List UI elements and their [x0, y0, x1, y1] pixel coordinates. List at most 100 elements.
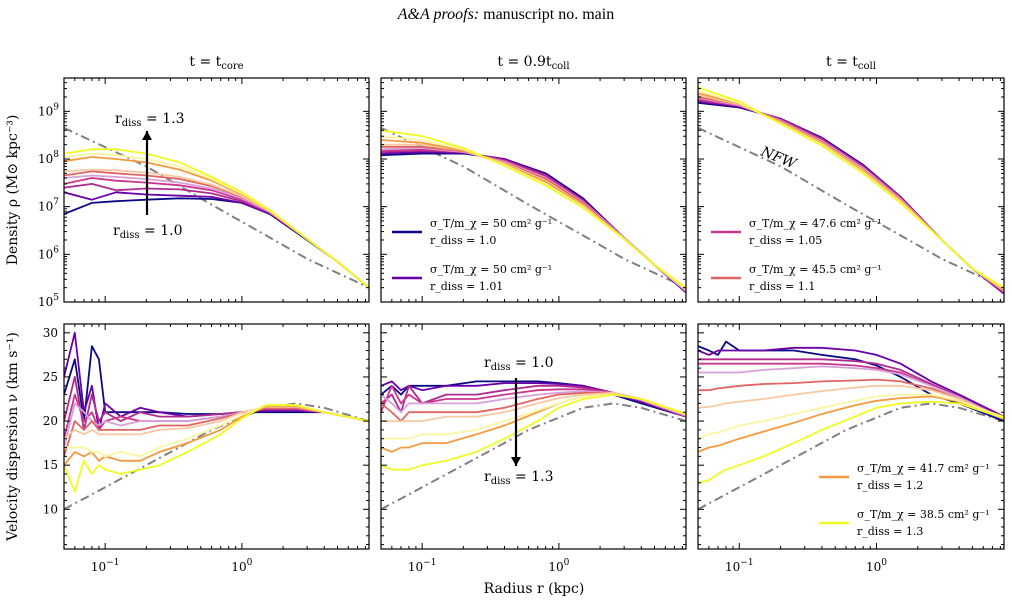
- x-tick-label: 100: [231, 558, 252, 574]
- panel-frame: [63, 323, 370, 550]
- y-tick-label: 10: [43, 502, 58, 516]
- x-tick-label: 10−1: [91, 558, 120, 574]
- series-lines: [64, 331, 369, 511]
- x-ticks: [380, 78, 683, 302]
- series-line-0: [64, 345, 369, 423]
- series-lines: [381, 380, 686, 511]
- x-tick-label: 100: [548, 558, 569, 574]
- annotation-rdiss-bottom: rdiss = 1.0: [113, 223, 182, 241]
- panel-dispersion_09t_coll: 10−1 100: [380, 323, 687, 574]
- series-lines: [698, 340, 1004, 511]
- series-line-9: [64, 148, 369, 289]
- panel-frame: [697, 77, 1005, 303]
- y-axis-label: Density ρ (M⊙ kpc⁻³): [5, 115, 21, 266]
- series-line-5: [698, 378, 1004, 421]
- x-tick-label: 10−1: [408, 558, 437, 574]
- y-ticks: [381, 77, 686, 303]
- series-line-8: [698, 393, 1004, 440]
- legend-mid-top: σ_T/m_χ = 50 cm² g⁻¹ r_diss = 1.0 σ_T/m_χ …: [392, 217, 552, 293]
- series-line-6: [381, 391, 686, 423]
- panel-dispersion_t_coll: 10−1 100: [697, 323, 1005, 574]
- legend-right-top: σ_T/m_χ = 47.6 cm² g⁻¹ r_diss = 1.05 σ_T/m…: [711, 217, 882, 293]
- series-line-5: [381, 391, 686, 423]
- x-ticks: 10−1 100: [63, 324, 366, 574]
- legend-sigma: σ_T/m_χ = 50 cm² g⁻¹: [430, 217, 552, 230]
- nfw-line: [698, 402, 1004, 511]
- nfw-line: [698, 126, 1004, 289]
- column-title: t = tcoll: [826, 54, 876, 72]
- x-ticks: 10−1 100: [380, 324, 683, 574]
- y-axis-label: Velocity dispersion ν (km s⁻¹): [5, 332, 21, 542]
- panel-frame: [380, 323, 687, 550]
- series-line-7: [698, 395, 1004, 453]
- arrow-up-head: [142, 131, 152, 140]
- page-header: A&A proofs: manuscript no. main: [0, 6, 1012, 24]
- legend-rdiss: r_diss = 1.1: [749, 280, 815, 293]
- series-lines: [64, 126, 369, 289]
- series-line-9: [381, 393, 686, 471]
- legend-rdiss: r_diss = 1.3: [857, 525, 923, 538]
- nfw-line: [381, 126, 686, 289]
- x-axis-label: Radius r (kpc): [484, 581, 585, 597]
- series-line-0: [698, 340, 1004, 422]
- legend-sigma: σ_T/m_χ = 45.5 cm² g⁻¹: [749, 263, 882, 276]
- x-tick-label: 100: [866, 558, 887, 574]
- y-tick-label: 108: [38, 150, 59, 166]
- series-line-9: [381, 129, 686, 289]
- series-lines: [381, 126, 686, 293]
- series-line-4: [64, 402, 369, 448]
- y-ticks: 105 106 107 108 109: [38, 77, 369, 309]
- annotation-rdiss-top2: rdiss = 1.0: [484, 355, 553, 373]
- series-line-9: [698, 400, 1004, 484]
- series-line-4: [698, 365, 1004, 421]
- y-tick-label: 107: [38, 198, 59, 214]
- panel-dispersion_t_core: 10−1 100 10 15 20 25 30: [43, 323, 370, 574]
- y-tick-label: 25: [43, 370, 58, 384]
- legend-rdiss: r_diss = 1.05: [749, 234, 822, 247]
- overlay: t = tcore t = 0.9tcoll t = tcoll Radius r (…: [5, 54, 990, 597]
- y-tick-label: 30: [43, 326, 58, 340]
- panels: 105 106 107 108 109 10−1 100 10 15 20 25 30 10−1 100 1…: [38, 77, 1005, 574]
- journal-name: A&A proofs:: [397, 6, 480, 23]
- legend-rdiss: r_diss = 1.2: [857, 479, 923, 492]
- y-tick-label: 15: [43, 458, 58, 472]
- arrow-down-head: [511, 457, 521, 466]
- series-line-6: [64, 168, 369, 289]
- y-ticks: [381, 323, 686, 546]
- panel-density_t_coll: [697, 77, 1005, 303]
- x-ticks: [697, 78, 1001, 302]
- legend-sigma: σ_T/m_χ = 41.7 cm² g⁻¹: [857, 462, 990, 475]
- series-line-0: [64, 197, 369, 289]
- y-tick-label: 105: [38, 293, 59, 309]
- column-title: t = 0.9tcoll: [497, 54, 569, 72]
- series-line-6: [698, 384, 1004, 420]
- panel-density_09t_coll: [380, 77, 687, 303]
- nfw-label: NFW: [758, 143, 800, 172]
- legend-rdiss: r_diss = 1.0: [430, 234, 496, 247]
- y-ticks: [698, 77, 1004, 303]
- legend-sigma: σ_T/m_χ = 50 cm² g⁻¹: [430, 263, 552, 276]
- series-line-6: [698, 94, 1004, 292]
- series-line-9: [64, 404, 369, 493]
- legend-sigma: σ_T/m_χ = 38.5 cm² g⁻¹: [857, 508, 990, 521]
- nfw-line: [381, 402, 686, 511]
- y-ticks: [698, 323, 1004, 546]
- nfw-line: [64, 402, 369, 511]
- y-tick-label: 20: [43, 414, 58, 428]
- series-line-5: [698, 96, 1004, 292]
- y-tick-label: 109: [38, 102, 59, 118]
- y-tick-label: 106: [38, 245, 59, 261]
- panel-frame: [380, 77, 687, 303]
- series-line-2: [698, 358, 1004, 420]
- series-line-9: [698, 86, 1004, 289]
- x-ticks: 10−1 100: [697, 324, 1001, 574]
- legend-right-bottom: σ_T/m_χ = 41.7 cm² g⁻¹ r_diss = 1.2 σ_T/m_…: [819, 462, 990, 538]
- series-line-8: [698, 89, 1004, 290]
- panel-frame: [697, 323, 1005, 550]
- legend-sigma: σ_T/m_χ = 47.6 cm² g⁻¹: [749, 217, 882, 230]
- column-title: t = tcore: [189, 54, 243, 72]
- legend-rdiss: r_diss = 1.01: [430, 280, 503, 293]
- y-ticks: 10 15 20 25 30: [43, 323, 369, 546]
- annotation-rdiss-bottom2: rdiss = 1.3: [484, 469, 553, 487]
